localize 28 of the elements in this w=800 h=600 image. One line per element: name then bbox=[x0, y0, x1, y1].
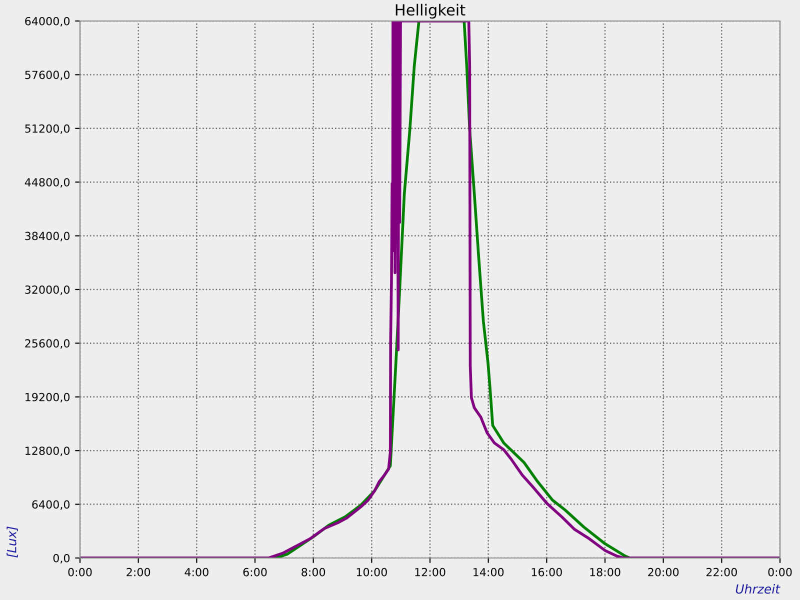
x-axis-title: Uhrzeit bbox=[736, 584, 780, 594]
line-series bbox=[80, 21, 780, 558]
x-tick-label: 16:00 bbox=[532, 568, 562, 576]
x-tick-label: 18:00 bbox=[590, 568, 620, 576]
y-tick-label: 51200,0 bbox=[25, 124, 70, 134]
x-tick-label: 4:00 bbox=[184, 568, 208, 576]
y-tick-label: 38400,0 bbox=[25, 232, 70, 242]
y-axis-title: [Lux] bbox=[6, 526, 18, 558]
y-tick-label: 0,0 bbox=[53, 554, 70, 564]
chart-title: Helligkeit bbox=[396, 4, 466, 19]
x-tick-label: 10:00 bbox=[356, 568, 387, 576]
y-tick-label: 57600,0 bbox=[25, 70, 70, 80]
x-tick-label: 12:00 bbox=[415, 568, 446, 576]
y-tick-label: 64000,0 bbox=[25, 16, 70, 27]
y-tick-label: 19200,0 bbox=[26, 392, 70, 402]
y-tick-label: 44800,0 bbox=[24, 178, 70, 188]
x-tick-label: 14:00 bbox=[474, 568, 504, 576]
y-tick-label: 12800,0 bbox=[26, 446, 70, 456]
y-tick-label: 32000,0 bbox=[25, 285, 70, 296]
x-tick-label: 8:00 bbox=[302, 568, 326, 576]
x-tick-label: 22:00 bbox=[706, 568, 737, 576]
y-tick-label: 6400,0 bbox=[32, 500, 70, 510]
x-tick-label: 2:00 bbox=[126, 568, 150, 576]
x-tick-label: 0:00 bbox=[68, 568, 92, 576]
x-tick-label: 0:00 bbox=[768, 568, 792, 576]
x-tick-label: 6:00 bbox=[243, 568, 267, 576]
y-tick-label: 25600,0 bbox=[25, 339, 70, 349]
x-tick-label: 20:00 bbox=[648, 568, 679, 576]
